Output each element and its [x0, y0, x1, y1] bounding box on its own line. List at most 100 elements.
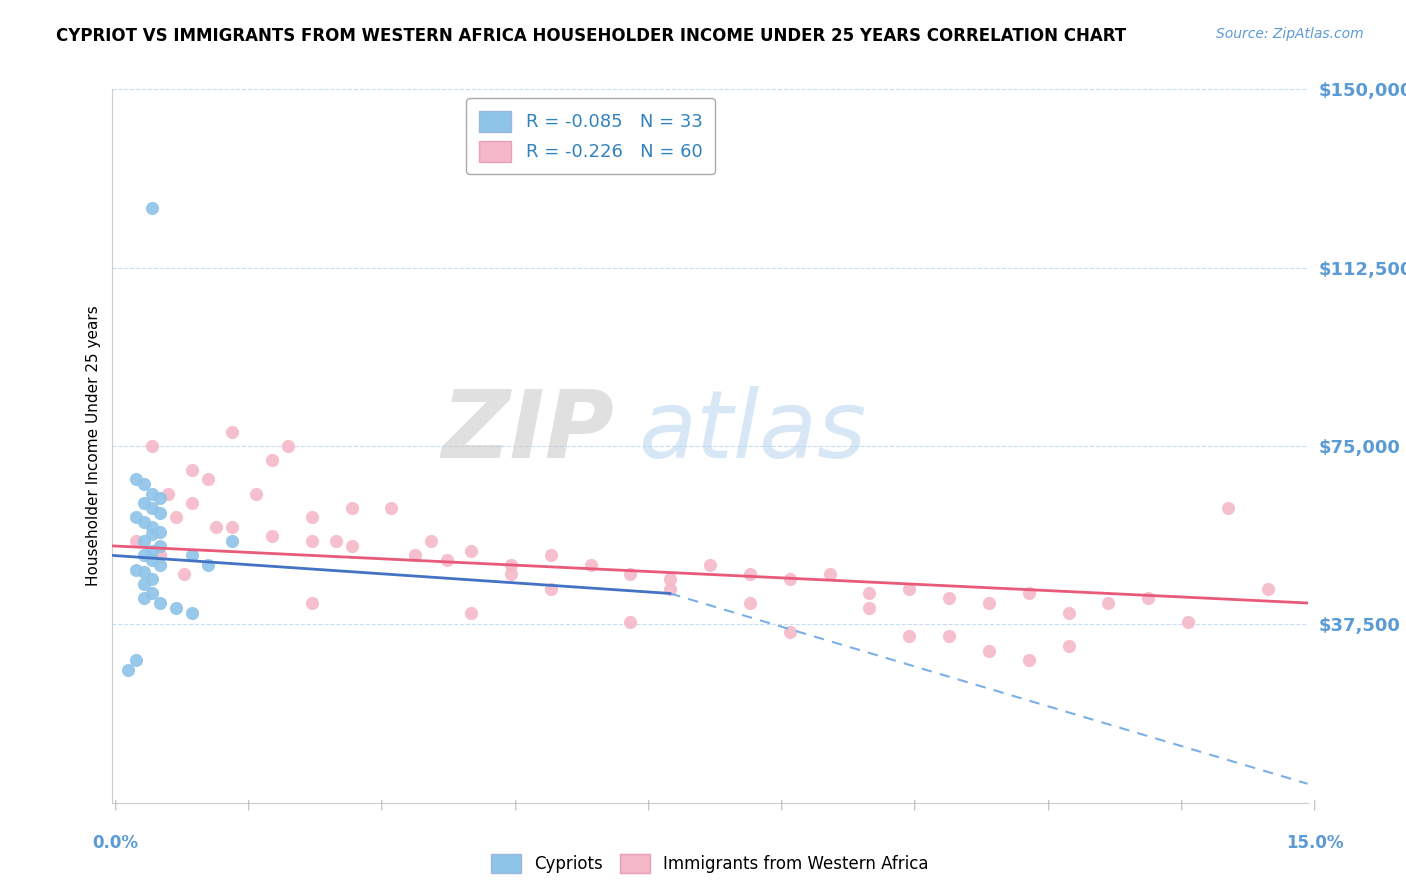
Text: |: |	[1180, 799, 1184, 810]
Point	[277, 439, 299, 453]
Point	[301, 534, 323, 549]
Point	[779, 572, 801, 586]
Text: |: |	[513, 799, 517, 810]
Point	[1018, 586, 1040, 600]
Point	[125, 653, 148, 667]
Point	[436, 553, 458, 567]
Point	[699, 558, 721, 572]
Text: |: |	[780, 799, 783, 810]
Y-axis label: Householder Income Under 25 years: Householder Income Under 25 years	[86, 306, 101, 586]
Point	[738, 567, 761, 582]
Point	[134, 591, 156, 606]
Point	[460, 606, 482, 620]
Point	[117, 663, 139, 677]
Legend: Cypriots, Immigrants from Western Africa: Cypriots, Immigrants from Western Africa	[485, 847, 935, 880]
Point	[1097, 596, 1119, 610]
Point	[404, 549, 426, 563]
Point	[149, 524, 172, 539]
Point	[197, 472, 219, 486]
Text: ZIP: ZIP	[441, 385, 614, 478]
Point	[325, 534, 347, 549]
Point	[141, 586, 163, 600]
Point	[579, 558, 602, 572]
Point	[260, 453, 283, 467]
Point	[141, 486, 163, 500]
Point	[134, 577, 156, 591]
Text: |: |	[114, 799, 117, 810]
Point	[738, 596, 761, 610]
Point	[173, 567, 195, 582]
Point	[134, 534, 156, 549]
Point	[540, 549, 562, 563]
Point	[141, 572, 163, 586]
Point	[938, 591, 960, 606]
Point	[1216, 500, 1239, 515]
Point	[134, 549, 156, 563]
Point	[619, 567, 641, 582]
Point	[165, 510, 187, 524]
Point	[134, 477, 156, 491]
Point	[141, 527, 163, 541]
Point	[221, 520, 243, 534]
Text: |: |	[380, 799, 384, 810]
Point	[1057, 606, 1080, 620]
Point	[301, 510, 323, 524]
Point	[977, 596, 1000, 610]
Point	[380, 500, 402, 515]
Text: |: |	[1046, 799, 1050, 810]
Point	[499, 567, 522, 582]
Point	[125, 534, 148, 549]
Point	[938, 629, 960, 643]
Text: |: |	[647, 799, 650, 810]
Point	[149, 558, 172, 572]
Point	[141, 201, 163, 215]
Point	[141, 439, 163, 453]
Point	[499, 558, 522, 572]
Point	[181, 606, 204, 620]
Text: |: |	[246, 799, 250, 810]
Point	[149, 596, 172, 610]
Point	[141, 543, 163, 558]
Point	[779, 624, 801, 639]
Point	[1177, 615, 1199, 629]
Point	[619, 615, 641, 629]
Point	[260, 529, 283, 543]
Point	[245, 486, 267, 500]
Point	[977, 643, 1000, 657]
Point	[1257, 582, 1279, 596]
Point	[141, 520, 163, 534]
Point	[157, 486, 180, 500]
Point	[1018, 653, 1040, 667]
Text: atlas: atlas	[638, 386, 866, 477]
Point	[134, 496, 156, 510]
Point	[340, 539, 363, 553]
Point	[898, 582, 921, 596]
Text: |: |	[912, 799, 917, 810]
Point	[125, 563, 148, 577]
Text: CYPRIOT VS IMMIGRANTS FROM WESTERN AFRICA HOUSEHOLDER INCOME UNDER 25 YEARS CORR: CYPRIOT VS IMMIGRANTS FROM WESTERN AFRIC…	[56, 27, 1126, 45]
Point	[1137, 591, 1160, 606]
Point	[125, 472, 148, 486]
Point	[301, 596, 323, 610]
Point	[165, 600, 187, 615]
Point	[818, 567, 841, 582]
Point	[149, 549, 172, 563]
Point	[181, 463, 204, 477]
Text: Source: ZipAtlas.com: Source: ZipAtlas.com	[1216, 27, 1364, 41]
Point	[141, 500, 163, 515]
Point	[1057, 639, 1080, 653]
Point	[540, 582, 562, 596]
Point	[898, 629, 921, 643]
Point	[460, 543, 482, 558]
Point	[858, 600, 880, 615]
Point	[149, 506, 172, 520]
Text: 15.0%: 15.0%	[1286, 834, 1343, 852]
Point	[125, 510, 148, 524]
Point	[181, 496, 204, 510]
Point	[134, 565, 156, 579]
Point	[221, 534, 243, 549]
Point	[420, 534, 443, 549]
Point	[659, 582, 682, 596]
Text: |: |	[1313, 799, 1316, 810]
Point	[221, 425, 243, 439]
